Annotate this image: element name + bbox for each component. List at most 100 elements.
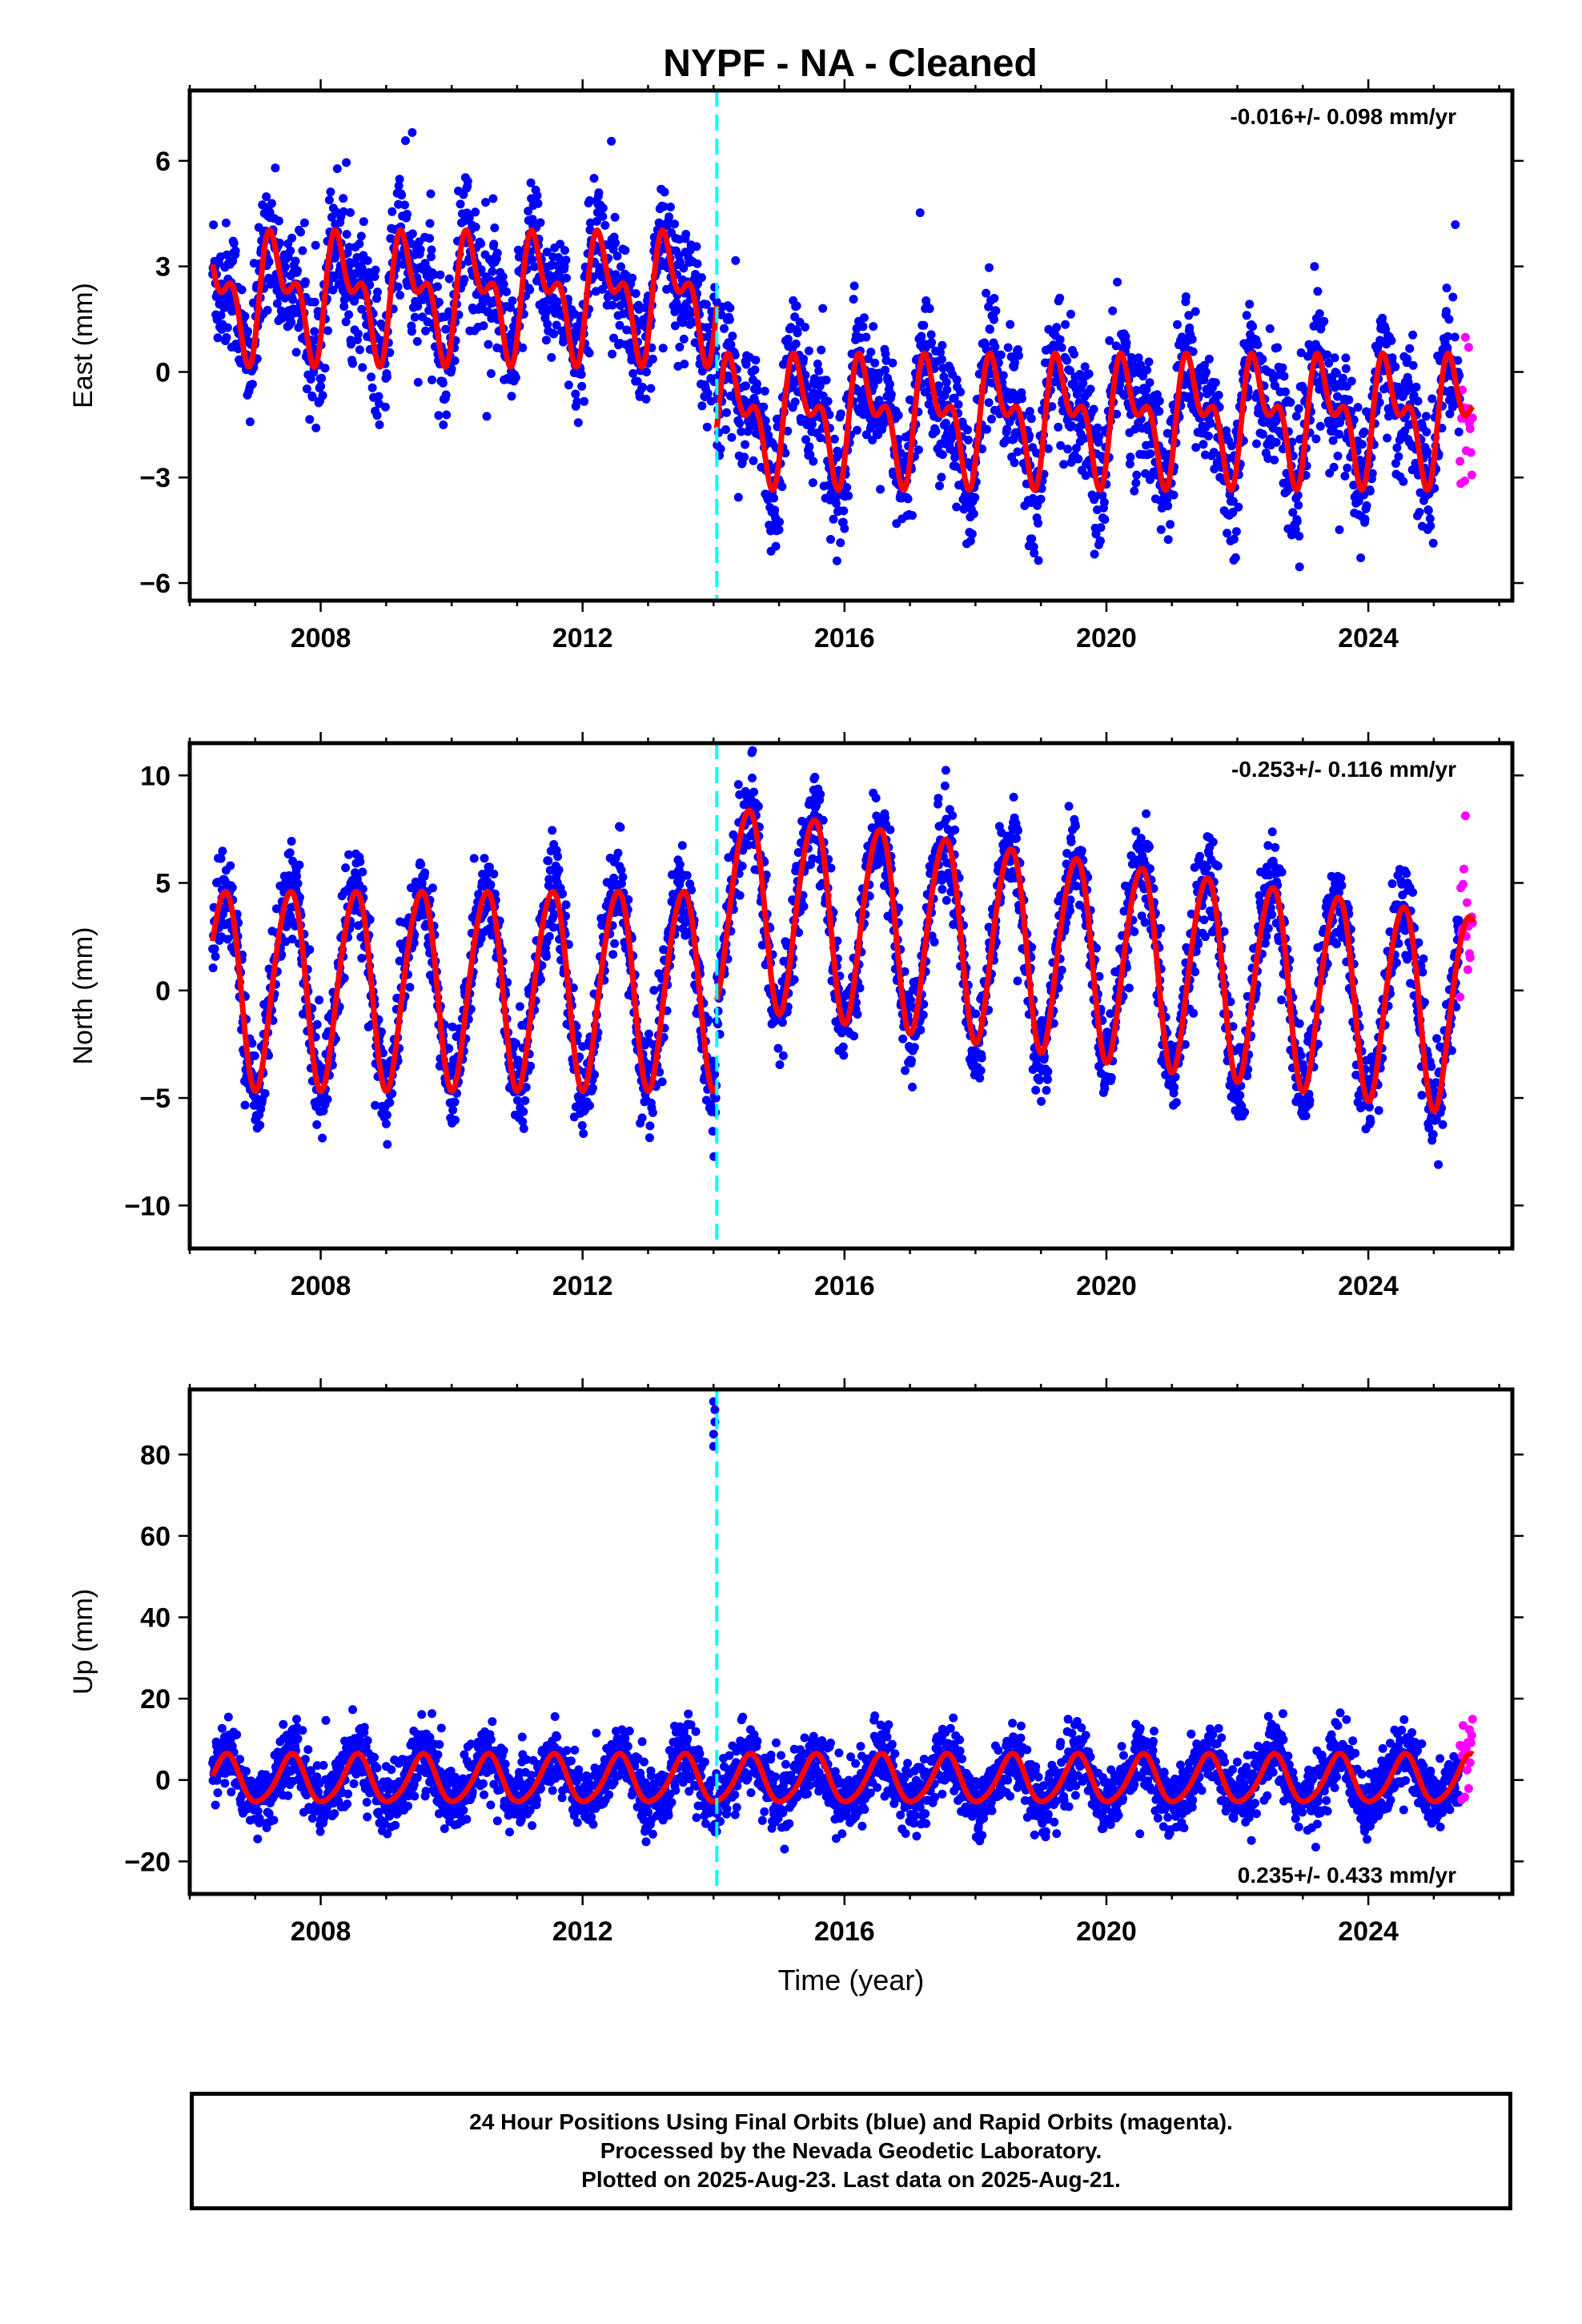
final-orbit-point [1295,562,1304,572]
final-orbit-point [717,310,726,320]
final-orbit-point [935,481,944,491]
final-orbit-point [571,1102,580,1112]
final-orbit-point [536,975,545,984]
x-tick-label: 2016 [814,623,875,653]
final-orbit-point [809,456,818,466]
final-orbit-point [1270,455,1279,464]
final-orbit-point [318,391,327,400]
final-orbit-point [358,363,367,372]
final-orbit-point [866,348,876,357]
final-orbit-point [479,321,488,331]
final-orbit-point [1099,497,1109,507]
final-orbit-point [1187,335,1197,344]
final-orbit-point [716,444,725,454]
final-orbit-point [775,517,784,527]
final-orbit-point [448,1022,457,1031]
final-orbit-point [341,863,351,873]
final-orbit-point [571,389,580,399]
final-orbit-point [853,1010,862,1019]
final-orbit-point [573,418,583,428]
final-orbit-point [990,294,999,303]
final-orbit-point [1258,355,1267,364]
final-orbit-point [408,229,417,239]
final-orbit-point [775,1060,785,1069]
y-tick-label: 3 [155,252,171,283]
final-orbit-point [849,1031,859,1041]
final-orbit-point [697,273,706,283]
final-orbit-point [704,1015,713,1025]
final-orbit-point [1344,395,1354,404]
final-orbit-point [1347,376,1356,386]
final-orbit-point [1229,534,1239,544]
final-orbit-point [323,1095,332,1104]
final-orbit-point [572,397,582,407]
final-orbit-point [1163,535,1173,545]
final-orbit-point [1056,440,1066,450]
final-orbit-point [548,923,558,932]
final-orbit-point [871,794,881,802]
final-orbit-point [421,326,431,336]
final-orbit-point [741,360,751,369]
final-orbit-point [648,354,657,364]
final-orbit-point [339,194,348,203]
final-orbit-point [488,267,497,276]
final-orbit-point [849,281,859,291]
final-orbit-point [381,1119,391,1128]
final-orbit-point [311,423,321,432]
final-orbit-point [631,289,640,298]
final-orbit-point [519,1124,528,1133]
final-orbit-point [982,424,992,434]
final-orbit-point [1427,394,1437,404]
final-orbit-point [471,207,480,217]
final-orbit-point [460,275,469,284]
final-orbit-point [855,983,865,993]
final-orbit-point [1399,476,1408,486]
final-orbit-point [915,208,925,218]
final-orbit-point [1265,324,1275,333]
final-orbit-point [1413,396,1423,406]
final-orbit-point [770,505,780,515]
final-orbit-point [247,380,257,389]
final-orbit-point [978,444,987,454]
final-orbit-point [1367,468,1377,478]
final-orbit-point [355,239,364,248]
final-orbit-point [393,282,403,292]
final-orbit-point [1199,440,1208,449]
final-orbit-point [293,879,303,888]
final-orbit-point [271,904,281,914]
final-orbit-point [1333,451,1343,460]
final-orbit-point [1423,505,1433,515]
final-orbit-point [339,207,348,216]
final-orbit-point [1223,529,1232,538]
final-orbit-point [429,270,439,279]
rapid-orbit-point [1467,470,1476,480]
final-orbit-point [272,299,282,308]
final-orbit-point [1288,508,1298,517]
final-orbit-point [1211,378,1220,388]
final-orbit-point [486,369,496,378]
final-orbit-point [271,163,280,173]
final-orbit-point [840,524,849,533]
final-orbit-point [295,860,304,870]
final-orbit-point [645,1121,655,1131]
final-orbit-point [720,324,729,333]
final-orbit-point [881,349,890,359]
final-orbit-point [310,327,319,336]
final-orbit-point [642,368,651,376]
final-orbit-point [511,373,520,382]
final-orbit-point [924,400,934,409]
final-orbit-point [1349,480,1359,490]
final-orbit-point [799,902,809,911]
final-orbit-point [1315,421,1325,431]
final-orbit-point [298,246,307,255]
final-orbit-point [1185,323,1195,332]
final-orbit-point [675,860,685,870]
final-orbit-point [1057,343,1066,352]
final-orbit-point [908,511,917,521]
final-orbit-point [1006,320,1015,329]
final-orbit-point [1066,366,1074,376]
final-orbit-point [1191,307,1200,316]
final-orbit-point [287,318,296,328]
final-orbit-point [1181,292,1191,301]
rapid-orbit-point [1464,343,1473,352]
